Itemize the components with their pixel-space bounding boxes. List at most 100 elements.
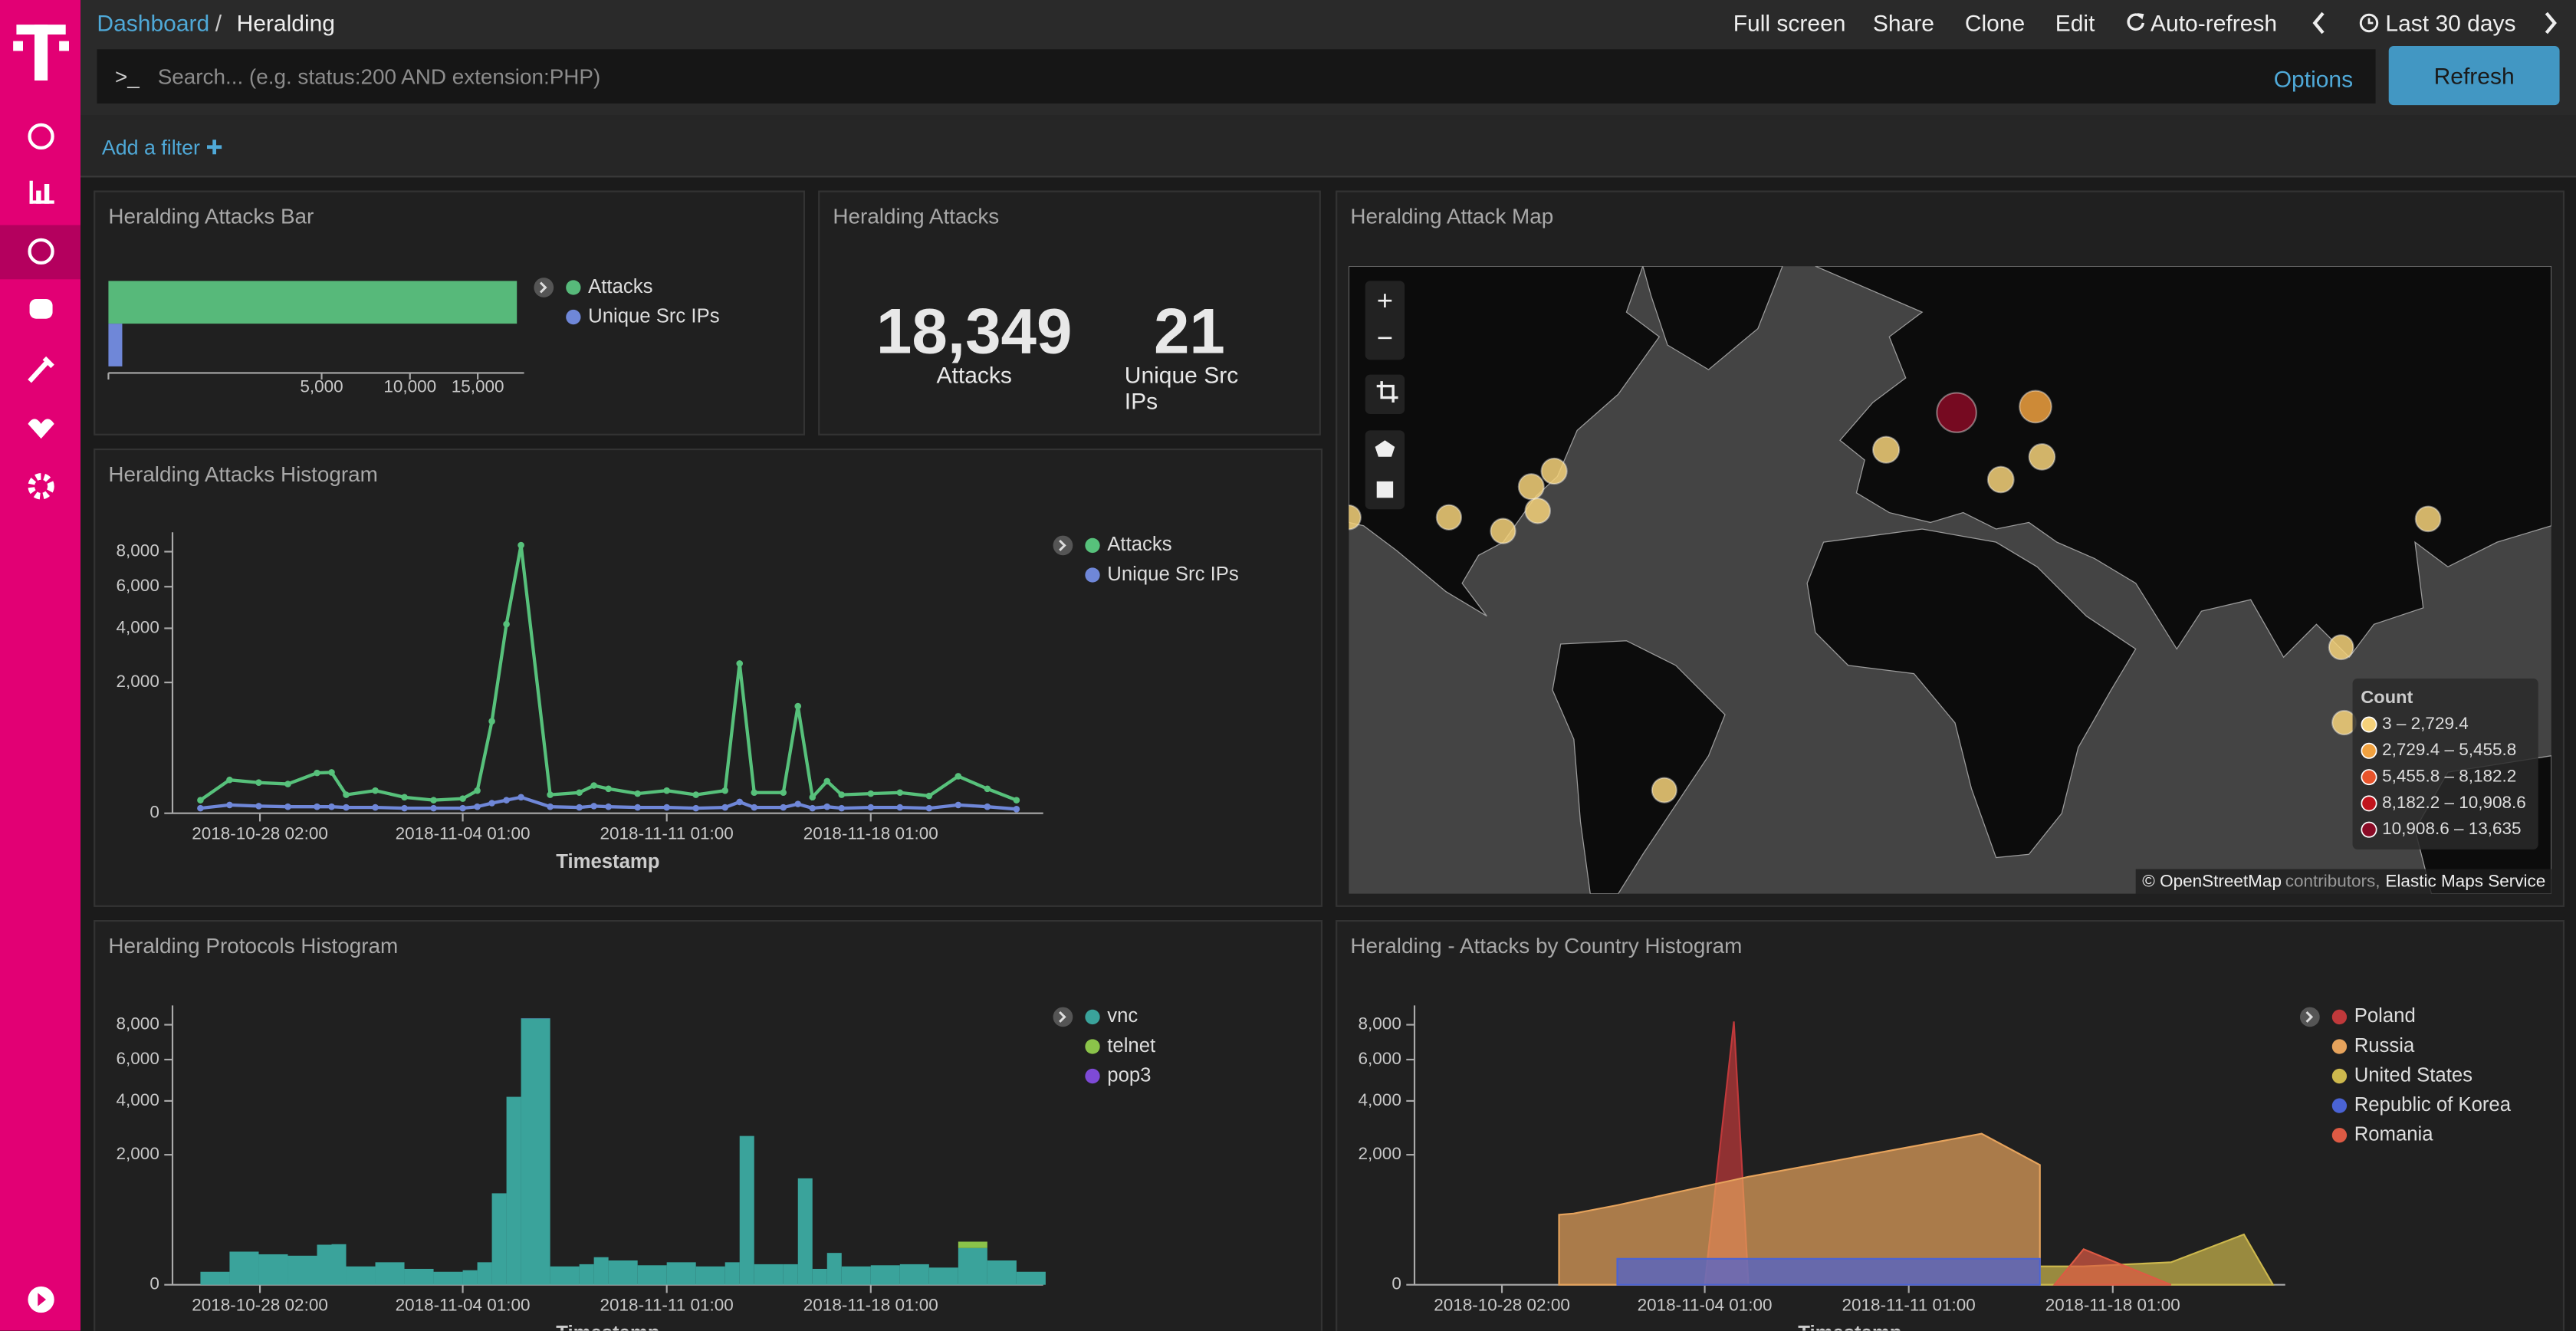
x-tick-label: 5,000	[300, 377, 343, 396]
y-tick-label: 0	[1392, 1274, 1401, 1293]
data-point	[197, 797, 204, 804]
legend-swatch	[2332, 1128, 2347, 1142]
data-point	[284, 804, 291, 810]
bar	[258, 1254, 288, 1285]
map-marker[interactable]	[2029, 444, 2055, 470]
bar	[667, 1262, 696, 1284]
bar	[827, 1253, 842, 1285]
data-point	[372, 787, 379, 794]
data-point	[1014, 806, 1020, 813]
legend-toggle[interactable]	[1053, 1007, 1073, 1027]
draw-rectangle[interactable]	[1377, 481, 1393, 498]
data-point	[780, 804, 787, 811]
map-legend-swatch	[2361, 796, 2376, 810]
y-tick-label: 2,000	[117, 1144, 159, 1163]
data-point	[459, 805, 466, 812]
legend-label[interactable]: Republic of Korea	[2354, 1094, 2512, 1116]
map-legend-label: 8,182.2 – 10,908.6	[2382, 793, 2526, 812]
x-tick-label: 2018-10-28 02:00	[192, 1296, 328, 1315]
zoom-out[interactable]: −	[1377, 322, 1393, 353]
bar	[1017, 1272, 1046, 1285]
data-point	[284, 781, 291, 787]
data-point	[474, 804, 481, 810]
data-point	[430, 797, 437, 804]
y-tick-label: 6,000	[117, 576, 159, 595]
y-tick-label: 6,000	[117, 1049, 159, 1068]
data-point	[809, 805, 816, 812]
data-point	[328, 769, 335, 776]
data-point	[736, 660, 743, 667]
map-marker[interactable]	[1988, 467, 2014, 493]
legend-label[interactable]: United States	[2354, 1064, 2472, 1086]
y-tick-label: 6,000	[1359, 1049, 1401, 1068]
map-marker[interactable]	[1437, 505, 1461, 530]
map-marker[interactable]	[1526, 498, 1550, 523]
map-controls: + −	[1365, 281, 1405, 509]
legend-label[interactable]: vnc	[1107, 1005, 1138, 1027]
data-point	[547, 804, 554, 810]
data-point	[343, 791, 350, 798]
bar	[376, 1262, 405, 1284]
bar	[492, 1193, 507, 1284]
legend-label[interactable]: Unique Src IPs	[1107, 564, 1238, 585]
legend-label[interactable]: pop3	[1107, 1064, 1151, 1086]
map-marker[interactable]	[2019, 391, 2052, 423]
legend-label[interactable]: Romania	[2354, 1124, 2434, 1145]
data-point	[226, 802, 233, 809]
data-point	[226, 777, 233, 784]
series-line	[200, 545, 1016, 800]
bar	[594, 1257, 609, 1285]
data-point	[897, 789, 904, 796]
x-tick-label: 2018-11-18 01:00	[803, 1296, 938, 1315]
map-marker[interactable]	[2416, 507, 2441, 532]
data-point	[663, 787, 670, 794]
data-point	[663, 804, 670, 811]
legend-label[interactable]: telnet	[1107, 1035, 1155, 1057]
bar	[478, 1262, 492, 1284]
data-point	[372, 804, 379, 811]
fit-bounds[interactable]	[1365, 375, 1405, 414]
x-axis-label: Timestamp	[556, 851, 659, 873]
data-point	[838, 805, 845, 812]
bar	[784, 1264, 798, 1285]
zoom-in[interactable]: +	[1377, 284, 1393, 316]
data-point	[897, 804, 904, 811]
map-marker[interactable]	[1873, 437, 1899, 463]
bar	[900, 1264, 929, 1285]
bar	[332, 1244, 347, 1285]
data-point	[751, 789, 757, 796]
map-marker[interactable]	[1490, 519, 1515, 544]
legend-label[interactable]: Attacks	[1107, 534, 1171, 555]
map-marker[interactable]	[1542, 458, 1567, 484]
legend-toggle[interactable]	[534, 278, 554, 297]
map-marker[interactable]	[1652, 778, 1677, 803]
legend-toggle[interactable]	[2300, 1007, 2320, 1027]
legend-label[interactable]: Unique Src IPs	[588, 305, 719, 327]
legend-label[interactable]: Attacks	[588, 276, 652, 297]
map-marker[interactable]	[1519, 474, 1544, 499]
x-tick-label: 15,000	[452, 377, 504, 396]
map-marker[interactable]	[1336, 505, 1360, 529]
map-marker[interactable]	[2329, 635, 2354, 659]
data-point	[736, 799, 743, 806]
data-point	[868, 790, 875, 797]
legend-swatch	[1085, 567, 1099, 582]
y-tick-label: 4,000	[1359, 1090, 1401, 1109]
map-marker[interactable]	[1937, 393, 1976, 432]
bar	[987, 1260, 1017, 1285]
data-point	[401, 805, 408, 812]
data-point	[823, 778, 830, 785]
legend-label[interactable]: Poland	[2354, 1005, 2416, 1027]
data-point	[197, 805, 204, 812]
legend-toggle[interactable]	[1053, 536, 1073, 556]
bar	[229, 1251, 258, 1284]
data-point	[518, 794, 524, 801]
legend-swatch	[566, 310, 580, 324]
bar	[200, 1272, 229, 1285]
bar	[108, 281, 517, 324]
legend-label[interactable]: Russia	[2354, 1035, 2415, 1057]
data-point	[576, 804, 583, 811]
data-point	[1014, 797, 1020, 804]
data-point	[488, 718, 495, 725]
